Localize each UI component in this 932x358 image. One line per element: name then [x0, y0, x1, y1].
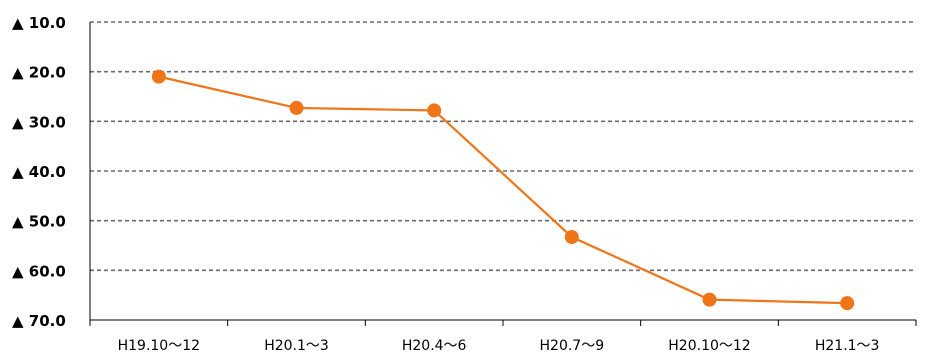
y-tick-label: ▲ 50.0 — [12, 213, 66, 231]
data-point — [289, 100, 304, 115]
data-point — [702, 292, 717, 307]
series-layer — [151, 69, 855, 311]
data-point — [151, 69, 166, 84]
y-tick-labels: ▲ 10.0 ▲ 20.0 ▲ 30.0 ▲ 40.0 ▲ 50.0 ▲ 60.0 ▲ 70… — [12, 14, 66, 330]
axis-layer — [89, 22, 917, 326]
x-tick-label: H19.10〜12 — [118, 338, 200, 354]
data-point — [427, 103, 442, 118]
x-tick-label: H20.7〜9 — [540, 338, 605, 354]
grid-layer — [90, 21, 916, 272]
x-tick-label: H21.1〜3 — [815, 338, 880, 354]
x-tick-label: H20.1〜3 — [264, 338, 329, 354]
y-tick-label: ▲ 70.0 — [12, 312, 66, 330]
y-tick-label: ▲ 40.0 — [12, 163, 66, 181]
x-tick-label: H20.4〜6 — [402, 338, 467, 354]
y-tick-label: ▲ 60.0 — [12, 262, 66, 280]
y-tick-label: ▲ 20.0 — [12, 64, 66, 82]
x-tick-label: H20.10〜12 — [668, 338, 750, 354]
data-point — [564, 230, 579, 245]
series-line — [158, 75, 848, 305]
y-tick-label: ▲ 10.0 — [12, 14, 66, 32]
data-point — [840, 296, 855, 311]
x-tick-labels: H19.10〜12 H20.1〜3 H20.4〜6 H20.7〜9 H20.10〜12 H… — [118, 338, 880, 354]
y-tick-label: ▲ 30.0 — [12, 113, 66, 131]
